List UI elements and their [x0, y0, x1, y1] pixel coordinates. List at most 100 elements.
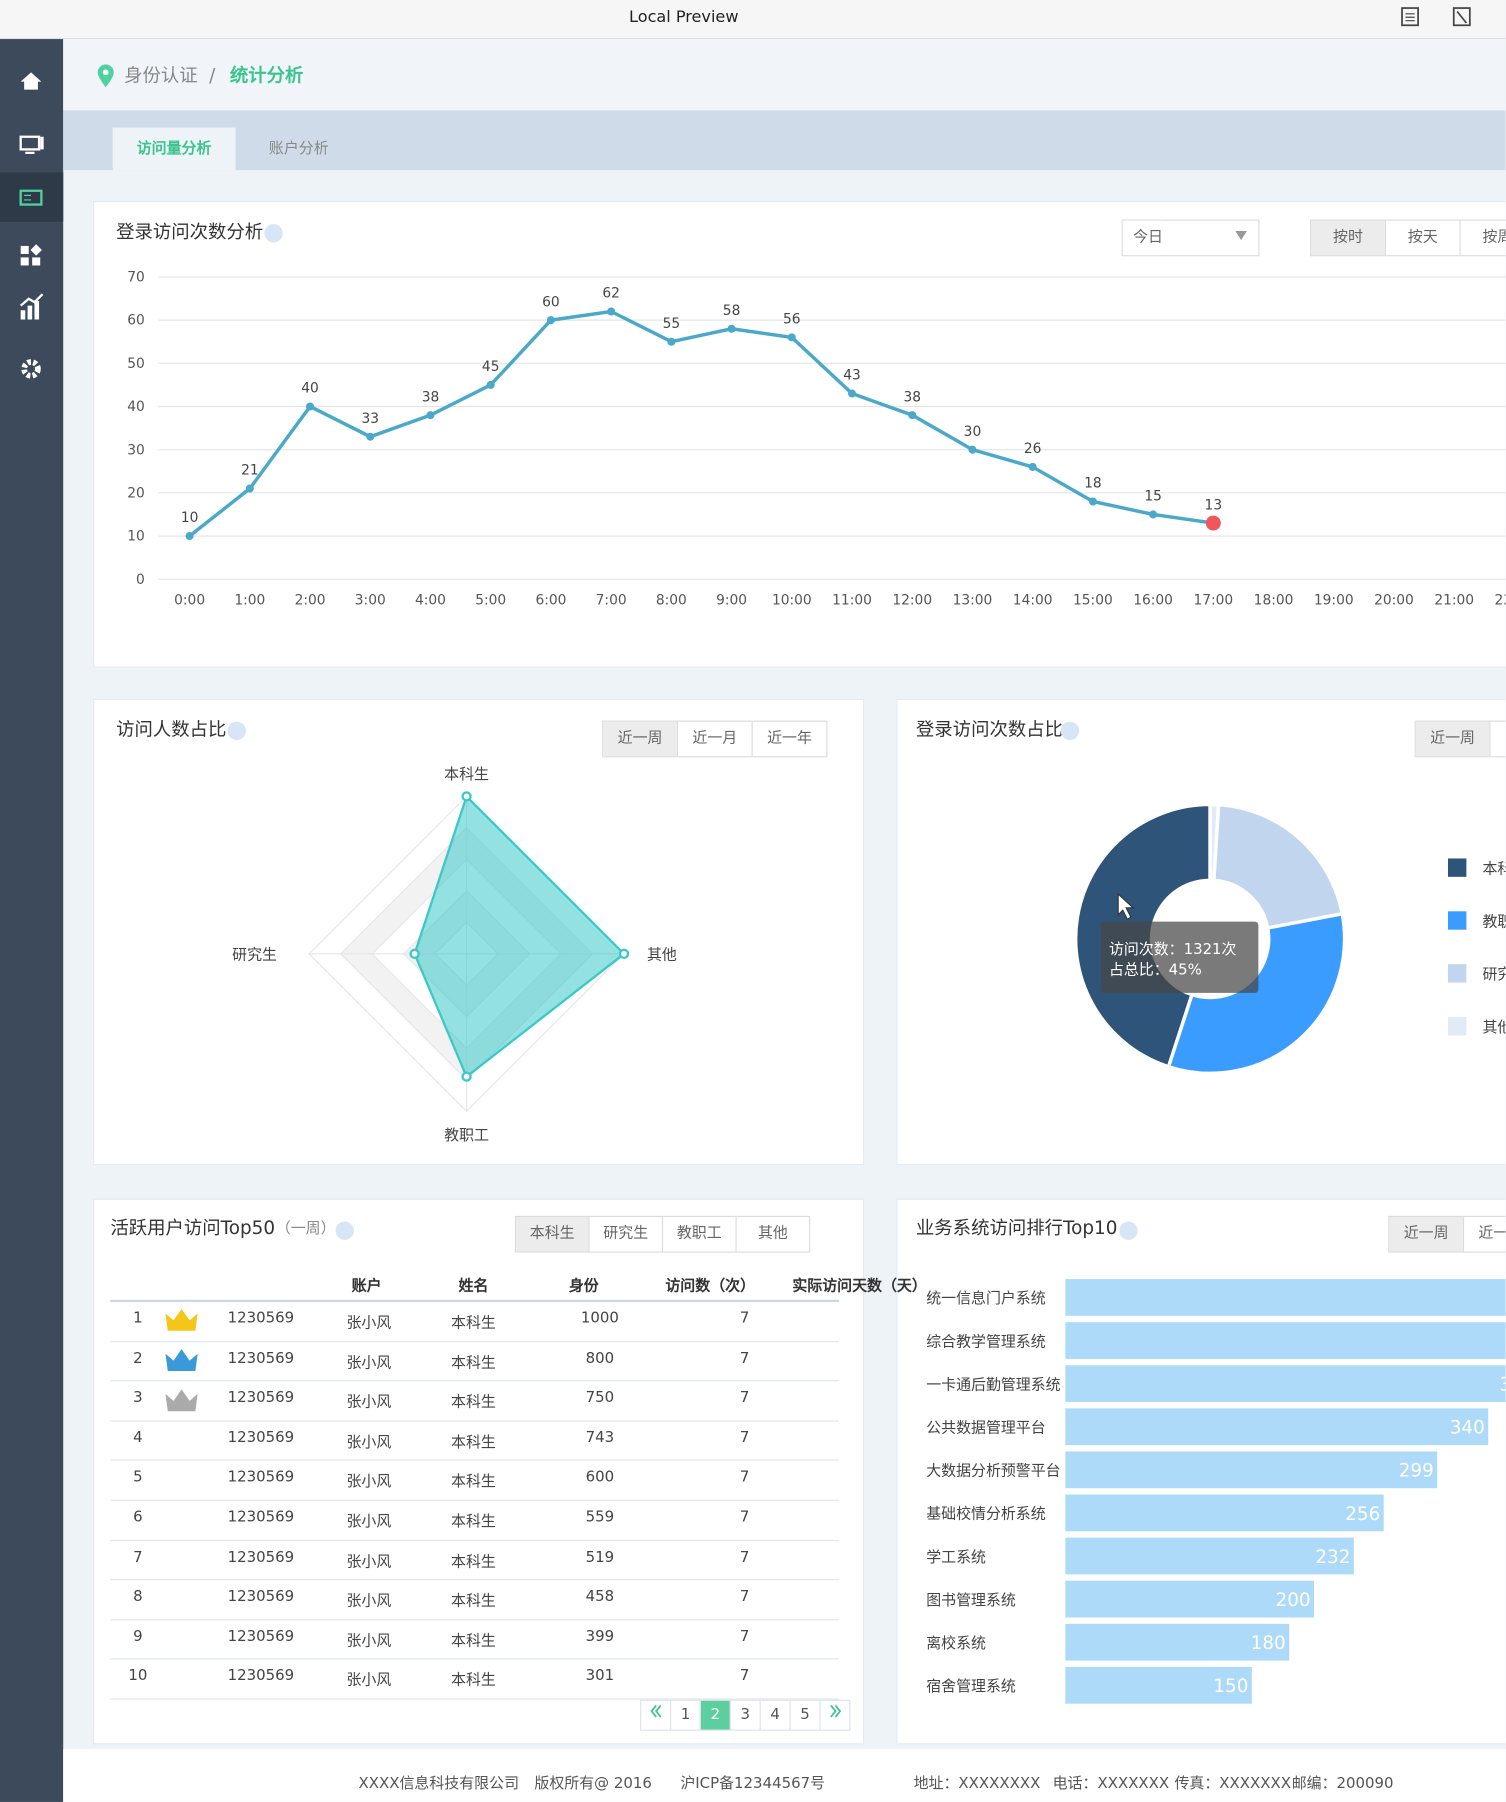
- table-cell: 600: [585, 1469, 615, 1487]
- title-bar: [0, 0, 1506, 40]
- table-cell: 559: [585, 1508, 615, 1527]
- page[interactable]: 4: [759, 1700, 790, 1730]
- table-cell: 本科生: [451, 1632, 496, 1651]
- page-next[interactable]: [819, 1700, 849, 1730]
- select-value: 今日: [1122, 220, 1164, 256]
- tab[interactable]: 账户分析: [268, 140, 329, 158]
- page-prev[interactable]: [641, 1701, 670, 1730]
- button[interactable]: 近一周: [603, 721, 677, 757]
- table-cell: 本科生: [451, 1593, 496, 1611]
- panel: [896, 698, 1506, 1166]
- footer-text: 电话：XXXXXXX: [1052, 1775, 1170, 1793]
- panel: [93, 1198, 865, 1745]
- table-cell: 本科生: [451, 1394, 496, 1412]
- table-header: 访问数（次）: [665, 1277, 756, 1296]
- table-cell: 1: [133, 1310, 143, 1328]
- row-rule: [110, 1539, 839, 1541]
- panel-subtitle: （一周）: [275, 1220, 336, 1238]
- button[interactable]: 按周: [1459, 220, 1505, 256]
- button-group: 按时按天按周: [1310, 219, 1506, 257]
- table-cell: 1230569: [227, 1469, 295, 1487]
- table-cell: 7: [739, 1310, 750, 1328]
- sidebar-icons[interactable]: [0, 39, 63, 407]
- window-icons[interactable]: [1400, 6, 1480, 29]
- page[interactable]: 2: [699, 1700, 730, 1730]
- table-cell: 张小风: [346, 1593, 392, 1611]
- table-cell: 750: [585, 1389, 615, 1407]
- row-rule: [110, 1380, 839, 1382]
- panel-title: 登录访问次数分析: [116, 220, 264, 243]
- table-cell: 7: [739, 1588, 750, 1606]
- panel-title: 业务系统访问排行Top10: [915, 1217, 1118, 1239]
- table-cell: 7: [739, 1389, 750, 1407]
- table-cell: 张小风: [346, 1553, 392, 1571]
- footer: [63, 1749, 1506, 1802]
- table-cell: 9: [133, 1628, 143, 1646]
- table-cell: 399: [585, 1628, 615, 1646]
- table-cell: 301: [585, 1667, 615, 1686]
- breadcrumb-bar: [63, 39, 1506, 111]
- table-cell: 5: [133, 1469, 143, 1487]
- button[interactable]: 近一月: [1462, 1217, 1505, 1252]
- button[interactable]: 近一月: [676, 721, 752, 757]
- table-cell: 743: [585, 1429, 615, 1447]
- table-cell: 1230569: [227, 1310, 295, 1328]
- row-rule: [110, 1618, 839, 1621]
- location-icon: [97, 64, 114, 88]
- table: 账户 姓名 身份 访问数（次） 实际访问天数（天） 1 1230569 张小风 本科生 1000 7…: [110, 1264, 927, 1700]
- table-cell: 7: [739, 1548, 750, 1566]
- table-cell: 519: [585, 1548, 615, 1566]
- table-cell: 张小风: [346, 1473, 392, 1491]
- table-cell: 4: [133, 1429, 143, 1447]
- breadcrumb-item[interactable]: 身份认证: [124, 64, 198, 87]
- breadcrumb-item: 统计分析: [229, 64, 304, 87]
- table-cell: 本科生: [451, 1473, 496, 1491]
- table-cell: 1230569: [227, 1429, 295, 1447]
- chevron: [649, 1704, 661, 1718]
- button[interactable]: 教职工: [661, 1217, 736, 1252]
- table-cell: 7: [739, 1349, 750, 1368]
- table-cell: 张小风: [346, 1433, 392, 1452]
- table-cell: 6: [133, 1508, 143, 1527]
- button[interactable]: 本科生: [515, 1217, 589, 1252]
- page[interactable]: 3: [729, 1700, 760, 1730]
- row-rule: [110, 1340, 839, 1342]
- sidebar: [0, 39, 64, 1802]
- select[interactable]: 今日: [1121, 219, 1260, 257]
- table-cell: 3: [133, 1389, 143, 1407]
- table-cell: 1230569: [227, 1389, 295, 1407]
- table-cell: 张小风: [346, 1394, 392, 1412]
- chevron: [829, 1704, 841, 1718]
- table-cell: 1230569: [227, 1588, 295, 1606]
- panel: [896, 1198, 1506, 1745]
- table-cell: 本科生: [451, 1354, 496, 1372]
- row-rule: [110, 1658, 839, 1660]
- button[interactable]: 近一年: [751, 721, 827, 757]
- footer-text: 传真：XXXXXXX: [1174, 1775, 1291, 1793]
- button[interactable]: 近一周: [1415, 721, 1490, 757]
- table-cell: 本科生: [451, 1433, 496, 1452]
- page[interactable]: 5: [789, 1700, 820, 1730]
- panel-title: 活跃用户访问Top50: [110, 1217, 276, 1239]
- table-cell: 张小风: [346, 1632, 392, 1651]
- table-cell: 本科生: [451, 1314, 496, 1332]
- button[interactable]: 近一月: [1489, 721, 1505, 757]
- button[interactable]: 其他: [735, 1217, 809, 1252]
- button[interactable]: 近一周: [1389, 1217, 1463, 1252]
- button[interactable]: 按天: [1384, 220, 1460, 256]
- tab-active[interactable]: 访问量分析: [112, 127, 236, 171]
- page[interactable]: 1: [669, 1700, 700, 1730]
- panel-title: 登录访问次数占比: [915, 718, 1064, 741]
- table-cell: 1000: [580, 1310, 619, 1328]
- row-rule: [110, 1499, 839, 1501]
- button[interactable]: 按时: [1311, 220, 1385, 256]
- table-cell: 7: [739, 1508, 750, 1527]
- table-cell: 7: [739, 1628, 750, 1646]
- footer-text: 地址：XXXXXXXX: [913, 1775, 1041, 1793]
- table-cell: 1230569: [227, 1508, 295, 1527]
- button[interactable]: 研究生: [588, 1217, 662, 1252]
